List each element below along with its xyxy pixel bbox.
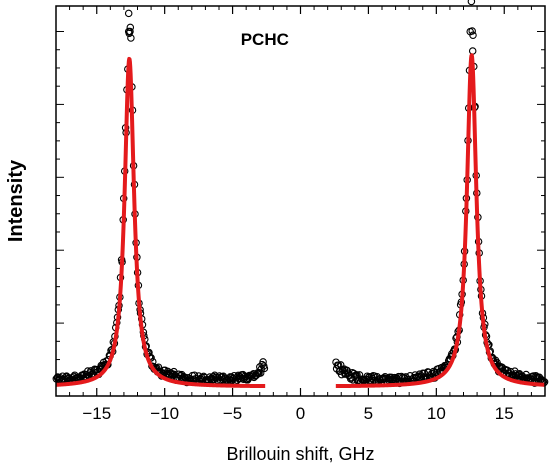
fit-curve-segment-2 [334,53,547,389]
x-tick-label: −5 [223,404,242,423]
x-tick-label: 10 [427,404,446,423]
x-tick-label: 0 [296,404,305,423]
y-axis-label: Intensity [5,159,27,242]
data-point [124,9,133,18]
data-point [468,47,477,55]
data-point [468,27,476,35]
data-point [256,369,265,377]
data-point [126,23,135,32]
x-tick-label: 15 [495,404,514,423]
axis-ticks-layer: −15 −10 −5 0 5 10 15 [56,6,545,423]
data-point [469,31,477,39]
data-point [532,371,540,380]
x-tick-label: −15 [82,404,111,423]
data-point [467,0,476,6]
x-tick-label: −10 [150,404,179,423]
x-axis-label: Brillouin shift, GHz [226,444,374,464]
data-point [126,27,134,36]
sample-annotation: PCHC [241,30,289,49]
data-point [357,375,366,383]
data-point [260,364,269,373]
fit-curve-layer [54,53,547,389]
x-tick-label: 5 [364,404,373,423]
fit-curve-segment-1 [54,56,267,389]
